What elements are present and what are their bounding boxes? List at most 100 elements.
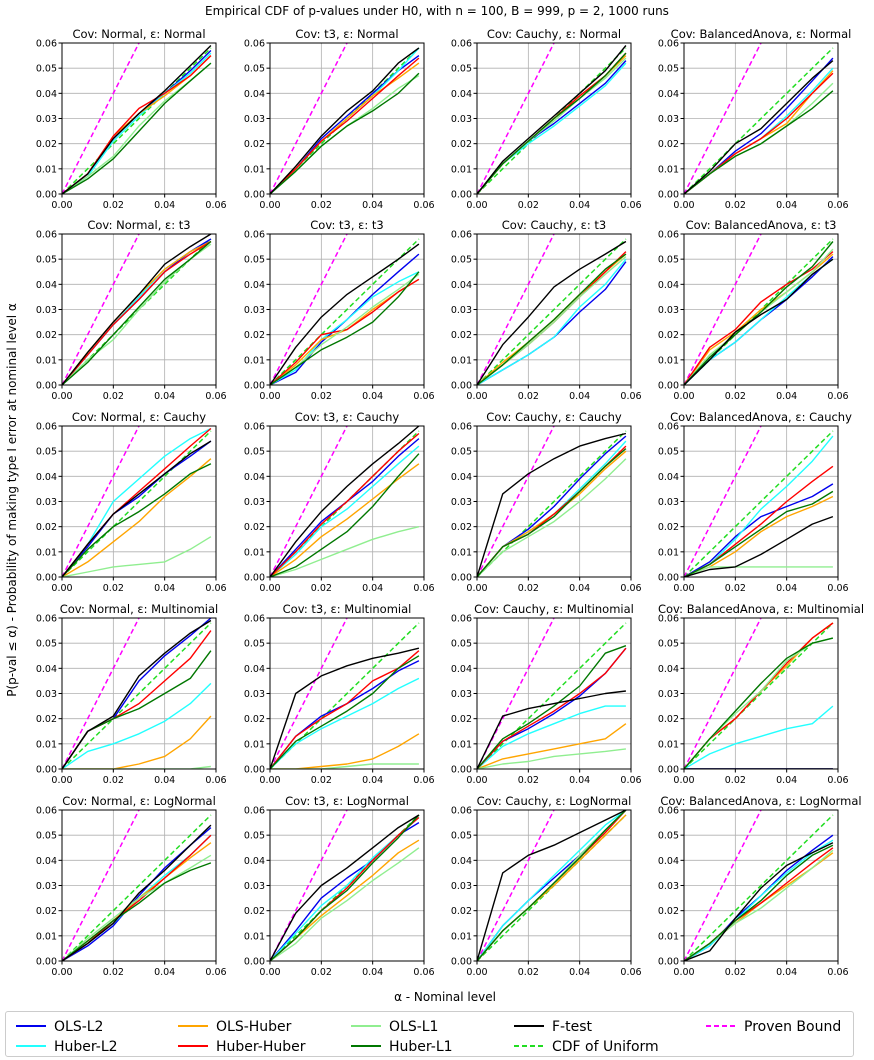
y-tick-label: 0.02 bbox=[451, 714, 472, 725]
x-tick-label: 0.02 bbox=[725, 775, 746, 786]
y-tick-label: 0.01 bbox=[244, 164, 265, 175]
x-tick-label: 0.00 bbox=[466, 775, 487, 786]
y-tick-label: 0.05 bbox=[451, 64, 472, 75]
series-f-test bbox=[270, 243, 420, 385]
panel-title: Cov: Cauchy, ε: Normal bbox=[487, 27, 621, 41]
series-huber-l1 bbox=[477, 645, 627, 769]
series-cdf-of-uniform bbox=[477, 622, 627, 769]
series-ols-huber bbox=[477, 450, 627, 577]
series-proven-bound bbox=[270, 234, 348, 385]
y-tick-label: 0.03 bbox=[244, 881, 265, 892]
y-tick-label: 0.02 bbox=[658, 139, 679, 150]
y-tick-label: 0.04 bbox=[36, 664, 57, 675]
panel-title: Cov: Cauchy, ε: Multinomial bbox=[474, 602, 634, 616]
series-huber-l1 bbox=[62, 62, 212, 194]
x-axis-label: α - Nominal level bbox=[394, 990, 496, 1004]
y-tick-label: 0.04 bbox=[244, 472, 265, 483]
y-tick-label: 0.04 bbox=[451, 89, 472, 100]
panel-title: Cov: BalancedAnova, ε: Cauchy bbox=[670, 410, 852, 424]
panel-1: 0.00 0.02 0.04 0.06 0.00 0.01 0.02 0.03 0.04 0.05… bbox=[36, 27, 227, 211]
series-f-test bbox=[62, 440, 212, 577]
y-tick-label: 0.04 bbox=[451, 856, 472, 867]
legend-label-huber-l2: Huber-L2 bbox=[54, 1039, 118, 1055]
y-tick-label: 0.02 bbox=[244, 714, 265, 725]
y-tick-label: 0.00 bbox=[451, 573, 472, 584]
series-proven-bound bbox=[684, 426, 762, 577]
x-tick-label: 0.06 bbox=[620, 391, 641, 402]
panel-11: 0.00 0.02 0.04 0.06 0.00 0.01 0.02 0.03 0.04 0.05… bbox=[451, 410, 642, 594]
y-tick-label: 0.06 bbox=[658, 422, 679, 433]
x-tick-label: 0.06 bbox=[205, 775, 226, 786]
series-ols-huber bbox=[270, 463, 420, 577]
x-tick-label: 0.02 bbox=[311, 391, 332, 402]
y-tick-label: 0.06 bbox=[244, 806, 265, 817]
x-tick-label: 0.00 bbox=[673, 583, 694, 594]
y-tick-label: 0.02 bbox=[451, 139, 472, 150]
x-tick-label: 0.00 bbox=[51, 967, 72, 978]
x-tick-label: 0.04 bbox=[569, 583, 590, 594]
x-tick-label: 0.04 bbox=[362, 775, 383, 786]
x-tick-label: 0.02 bbox=[103, 583, 124, 594]
y-tick-label: 0.02 bbox=[451, 906, 472, 917]
series-ols-huber bbox=[62, 715, 212, 769]
y-tick-label: 0.04 bbox=[244, 89, 265, 100]
y-tick-label: 0.04 bbox=[36, 89, 57, 100]
y-tick-label: 0.05 bbox=[658, 64, 679, 75]
panel-title: Cov: Cauchy, ε: LogNormal bbox=[477, 794, 632, 808]
series-f-test bbox=[477, 690, 626, 769]
y-tick-label: 0.06 bbox=[244, 230, 265, 241]
y-tick-label: 0.00 bbox=[658, 765, 679, 776]
y-tick-label: 0.00 bbox=[451, 381, 472, 392]
series-f-test bbox=[477, 810, 627, 961]
y-tick-label: 0.04 bbox=[244, 856, 265, 867]
plot-area bbox=[62, 426, 212, 577]
y-tick-label: 0.06 bbox=[36, 614, 57, 625]
y-tick-label: 0.03 bbox=[658, 114, 679, 125]
series-huber-l2 bbox=[270, 271, 420, 385]
x-tick-label: 0.04 bbox=[569, 200, 590, 211]
y-tick-label: 0.04 bbox=[244, 664, 265, 675]
y-tick-label: 0.02 bbox=[658, 906, 679, 917]
panel-title: Cov: t3, ε: Normal bbox=[295, 27, 398, 41]
y-tick-label: 0.03 bbox=[244, 497, 265, 508]
series-f-test bbox=[270, 426, 420, 577]
plot-area bbox=[477, 618, 627, 769]
y-tick-label: 0.04 bbox=[658, 856, 679, 867]
series-f-test bbox=[477, 45, 627, 194]
panel-title: Cov: BalancedAnova, ε: Normal bbox=[671, 27, 852, 41]
series-proven-bound bbox=[62, 426, 140, 577]
y-tick-label: 0.06 bbox=[36, 39, 57, 50]
x-tick-label: 0.04 bbox=[362, 391, 383, 402]
x-tick-label: 0.04 bbox=[776, 391, 797, 402]
y-tick-label: 0.05 bbox=[36, 639, 57, 650]
x-tick-label: 0.04 bbox=[154, 583, 175, 594]
series-huber-l1 bbox=[477, 810, 627, 961]
y-tick-label: 0.06 bbox=[658, 806, 679, 817]
y-tick-label: 0.01 bbox=[451, 739, 472, 750]
panel-title: Cov: Normal, ε: t3 bbox=[87, 218, 190, 232]
panel-13: 0.00 0.02 0.04 0.06 0.00 0.01 0.02 0.03 0.04 0.05… bbox=[36, 602, 227, 786]
panel-title: Cov: t3, ε: LogNormal bbox=[285, 794, 409, 808]
series-huber-l1 bbox=[477, 448, 627, 577]
x-tick-label: 0.06 bbox=[827, 200, 848, 211]
panel-title: Cov: Normal, ε: Cauchy bbox=[72, 410, 206, 424]
x-tick-label: 0.02 bbox=[518, 583, 539, 594]
series-huber-huber bbox=[270, 57, 420, 194]
y-tick-label: 0.05 bbox=[451, 831, 472, 842]
panel-7: 0.00 0.02 0.04 0.06 0.00 0.01 0.02 0.03 0.04 0.05… bbox=[451, 218, 642, 402]
y-tick-label: 0.03 bbox=[658, 881, 679, 892]
x-tick-label: 0.04 bbox=[362, 967, 383, 978]
series-huber-huber bbox=[270, 278, 420, 385]
panel-5: 0.00 0.02 0.04 0.06 0.00 0.01 0.02 0.03 0.04 0.05… bbox=[36, 218, 227, 402]
series-proven-bound bbox=[270, 426, 348, 577]
y-tick-label: 0.05 bbox=[658, 447, 679, 458]
x-tick-label: 0.06 bbox=[205, 200, 226, 211]
plot-area bbox=[270, 426, 420, 577]
x-tick-label: 0.00 bbox=[466, 200, 487, 211]
plot-area bbox=[62, 234, 212, 385]
legend-label-ols-huber: OLS-Huber bbox=[216, 1019, 292, 1035]
y-tick-label: 0.02 bbox=[36, 906, 57, 917]
series-proven-bound bbox=[62, 234, 140, 385]
series-ols-l2 bbox=[270, 438, 420, 577]
x-tick-label: 0.00 bbox=[259, 200, 280, 211]
